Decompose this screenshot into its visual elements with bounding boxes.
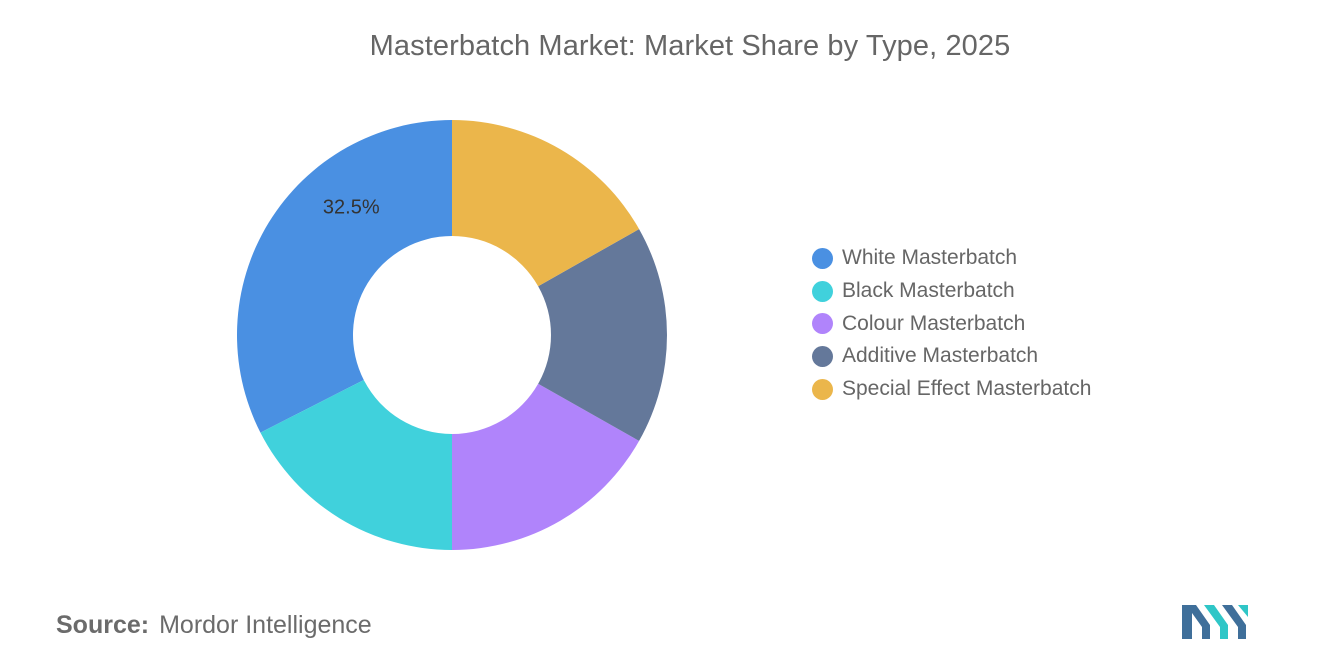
legend-swatch-white-masterbatch (812, 247, 833, 269)
legend-label: Special Effect Masterbatch (842, 377, 1092, 401)
legend-item-black-masterbatch: Black Masterbatch (812, 275, 1091, 308)
legend-item-additive-masterbatch: Additive Masterbatch (812, 340, 1091, 373)
legend-label: Colour Masterbatch (842, 311, 1026, 335)
source-line: Source: Mordor Intelligence (56, 611, 372, 640)
donut-slice-black-masterbatch (260, 379, 452, 550)
data-label-white-masterbatch: 32.5% (323, 196, 380, 218)
legend-swatch-additive-masterbatch (812, 345, 833, 367)
legend-label: White Masterbatch (842, 246, 1018, 270)
source-value: Mordor Intelligence (159, 611, 372, 639)
chart-legend: White Masterbatch Black Masterbatch Colo… (812, 242, 1091, 405)
legend-item-white-masterbatch: White Masterbatch (812, 242, 1091, 275)
legend-swatch-colour-masterbatch (812, 313, 833, 335)
legend-label: Black Masterbatch (842, 279, 1015, 303)
donut-slice-colour-masterbatch (452, 383, 640, 550)
donut-data-labels: 32.5% (323, 196, 380, 218)
legend-swatch-black-masterbatch (812, 280, 833, 302)
donut-slice-white-masterbatch (236, 120, 452, 433)
donut-slices (236, 120, 668, 550)
donut-slice-additive-masterbatch (538, 229, 668, 441)
legend-item-colour-masterbatch: Colour Masterbatch (812, 307, 1091, 340)
mordor-intelligence-logo (1182, 605, 1248, 639)
donut-slice-special-effect-masterbatch (452, 120, 640, 287)
legend-label: Additive Masterbatch (842, 344, 1039, 368)
legend-swatch-special-effect-masterbatch (812, 378, 833, 400)
legend-item-special-effect-masterbatch: Special Effect Masterbatch (812, 373, 1091, 406)
source-label: Source: (56, 611, 150, 639)
chart-title: Masterbatch Market: Market Share by Type… (369, 30, 1011, 62)
